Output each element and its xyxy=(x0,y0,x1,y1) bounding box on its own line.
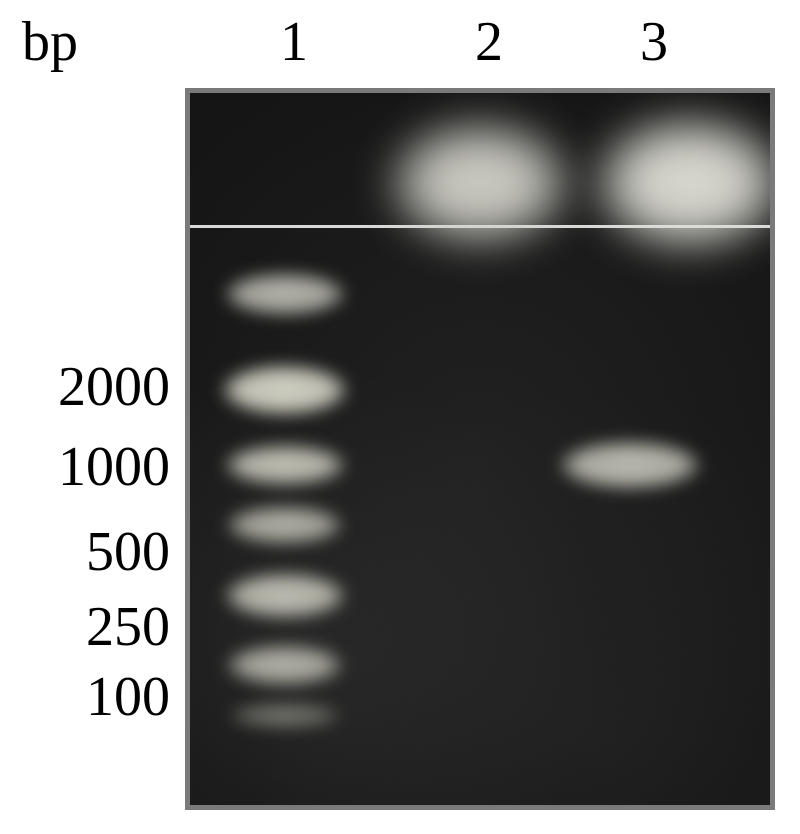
well-lane-2 xyxy=(385,118,575,248)
well-lane-3 xyxy=(590,113,775,253)
ladder-band xyxy=(227,645,342,685)
gel-figure: bp 1 2 3 2000 1000 500 250 100 xyxy=(0,0,800,834)
ladder-band xyxy=(230,703,340,728)
unit-label: bp xyxy=(22,10,78,74)
bp-500: 500 xyxy=(0,520,170,584)
bp-1000: 1000 xyxy=(0,435,170,499)
lane-label-1: 1 xyxy=(280,10,308,74)
ladder-band xyxy=(227,506,342,544)
sample-band-lane3 xyxy=(560,441,700,489)
bp-250: 250 xyxy=(0,595,170,659)
header-row: bp 1 2 3 xyxy=(0,10,800,80)
lane-label-3: 3 xyxy=(640,10,668,74)
ladder-band xyxy=(225,573,345,618)
bp-100: 100 xyxy=(0,665,170,729)
ladder-band xyxy=(222,365,347,415)
lane-label-2: 2 xyxy=(475,10,503,74)
ladder-band xyxy=(225,273,345,315)
ladder-band xyxy=(225,445,345,485)
bp-2000: 2000 xyxy=(0,355,170,419)
gel-image xyxy=(185,88,775,810)
